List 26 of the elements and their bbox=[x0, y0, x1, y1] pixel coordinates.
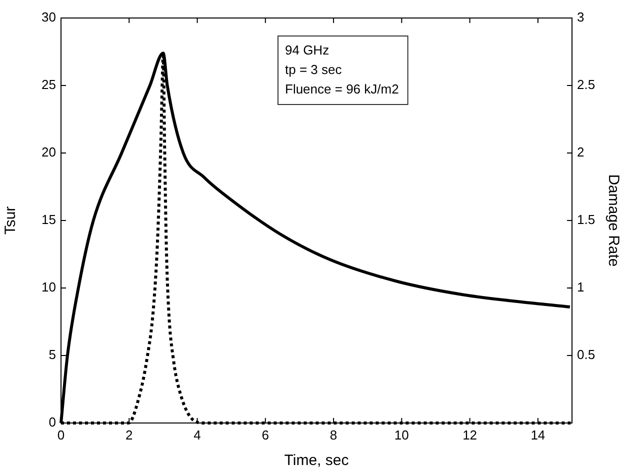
y2-tick-label: 2.5 bbox=[577, 77, 596, 92]
y-tick-label: 10 bbox=[42, 280, 56, 295]
y-tick-label: 0 bbox=[48, 414, 56, 430]
x-axis-title: Time, sec bbox=[284, 452, 350, 470]
x-tick-label: 8 bbox=[330, 427, 338, 442]
y2-tick-label: 3 bbox=[577, 10, 584, 25]
x-tick-label: 10 bbox=[394, 427, 409, 442]
annotation: tp = 3 sec bbox=[285, 62, 342, 77]
y-axis-title: Tsur bbox=[2, 206, 20, 235]
y-tick-label: 30 bbox=[42, 10, 56, 25]
y-tick-label: 25 bbox=[42, 77, 56, 92]
y2-tick-label: 1 bbox=[577, 280, 584, 295]
x-tick-label: 14 bbox=[530, 427, 546, 442]
annotation: Fluence = 96 kJ/m2 bbox=[285, 81, 399, 96]
y2-axis-title: Damage Rate bbox=[604, 174, 622, 267]
y2-tick-label: 0.5 bbox=[577, 347, 596, 362]
y2-tick-label: 2 bbox=[577, 144, 584, 160]
x-tick-label: 6 bbox=[262, 427, 270, 442]
x-tick-label: 2 bbox=[126, 427, 133, 442]
y-tick-label: 20 bbox=[42, 144, 56, 160]
x-tick-label: 4 bbox=[194, 427, 201, 442]
y-tick-label: 5 bbox=[48, 347, 56, 362]
y2-tick-label: 1.5 bbox=[577, 212, 596, 228]
y-tick-label: 15 bbox=[42, 212, 56, 228]
x-tick-label: 12 bbox=[462, 427, 478, 442]
annotation: 94 GHz bbox=[285, 42, 330, 58]
